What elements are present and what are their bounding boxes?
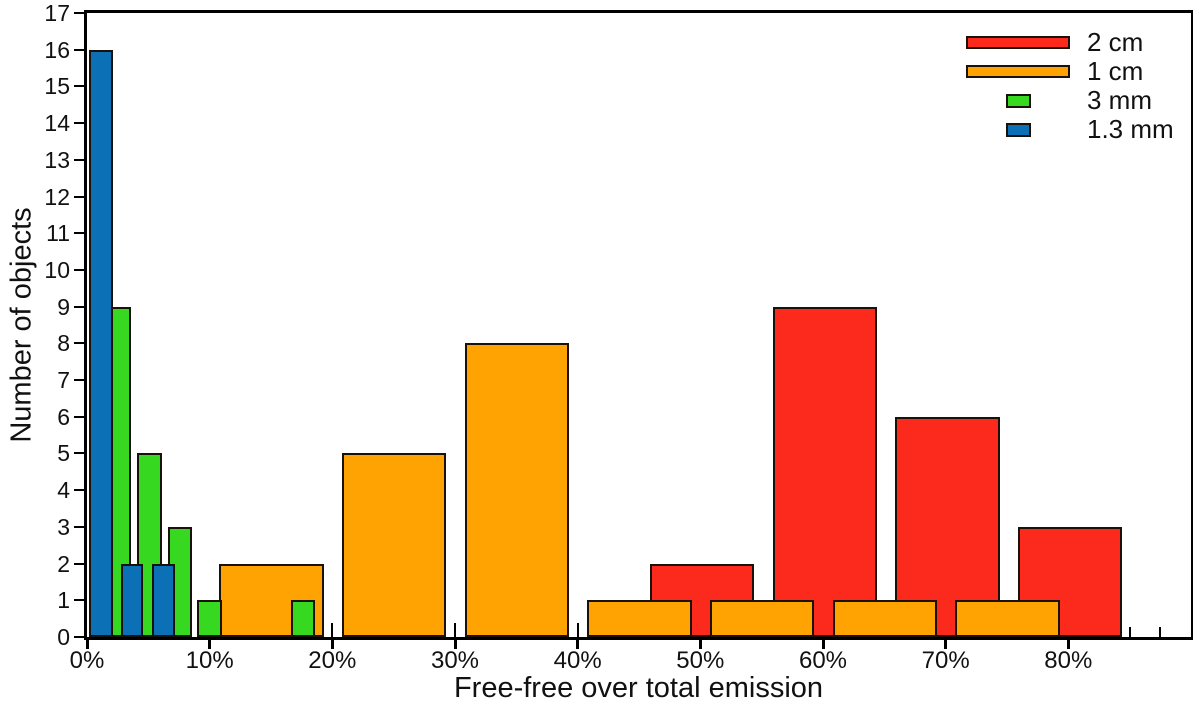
histogram-bar: [710, 600, 815, 637]
y-tick-label: 13: [44, 146, 70, 173]
y-tick-label: 7: [57, 367, 70, 394]
y-tick-label: 6: [57, 403, 70, 430]
x-tick-label: 50%: [676, 647, 725, 674]
y-tick: [74, 268, 84, 271]
y-tick-label: 11: [46, 220, 70, 247]
x-major-tick: [821, 640, 825, 649]
legend-swatch: [966, 36, 1070, 49]
x-major-tick-inner: [331, 623, 334, 637]
y-tick: [74, 599, 84, 602]
x-major-tick: [1066, 640, 1070, 649]
legend-swatch-column: [966, 36, 1070, 49]
y-tick-label: 5: [57, 440, 70, 467]
legend-swatch-column: [966, 93, 1070, 108]
x-minor-tick-inner: [1159, 627, 1162, 637]
x-tick-label: 40%: [553, 647, 602, 674]
histogram-bar: [89, 49, 113, 637]
legend-item: 1.3 mm: [966, 115, 1174, 144]
x-major-tick: [85, 640, 89, 649]
legend-item: 1 cm: [966, 57, 1174, 86]
legend-label: 1 cm: [1087, 56, 1144, 86]
legend-item: 3 mm: [966, 86, 1174, 115]
y-tick: [74, 48, 84, 51]
x-major-tick: [944, 640, 948, 649]
y-tick-label: 14: [44, 110, 70, 137]
y-tick: [74, 489, 84, 492]
y-tick: [74, 636, 84, 638]
x-major-tick: [453, 640, 457, 649]
x-tick-label: 0%: [69, 647, 105, 674]
y-tick: [74, 232, 84, 235]
y-tick: [74, 379, 84, 382]
x-major-tick-inner: [454, 623, 456, 637]
y-tick: [74, 342, 84, 345]
histogram-bar: [152, 563, 176, 637]
x-major-tick: [698, 640, 702, 649]
histogram-bar: [772, 306, 877, 637]
y-tick-label: 2: [57, 550, 70, 577]
histogram-bar: [121, 563, 144, 637]
y-tick-label: 12: [44, 183, 70, 210]
histogram-bar: [464, 343, 570, 637]
x-major-tick: [576, 640, 580, 649]
legend-swatch-column: [966, 122, 1070, 137]
y-tick: [74, 85, 84, 88]
legend: 2 cm 1 cm 3 mm 1.3 mm: [966, 28, 1174, 144]
x-tick-label: 60%: [798, 647, 848, 674]
y-tick-label: 17: [44, 0, 70, 26]
legend-label: 1.3 mm: [1087, 114, 1174, 144]
y-tick: [74, 305, 84, 308]
legend-swatch: [966, 65, 1070, 78]
histogram-bar: [832, 600, 938, 637]
x-tick-label: 10%: [185, 647, 234, 674]
y-tick-label: 8: [57, 330, 70, 357]
legend-label: 3 mm: [1087, 85, 1152, 115]
y-tick-label: 3: [57, 513, 70, 540]
y-tick: [74, 122, 84, 125]
legend-swatch: [1005, 93, 1031, 108]
x-tick-label: 30%: [430, 647, 480, 674]
y-tick: [74, 525, 84, 528]
x-axis-title: Free-free over total emission: [453, 672, 824, 704]
y-tick-label: 10: [44, 256, 70, 283]
plot-area: [84, 10, 1193, 640]
x-tick-label: 80%: [1044, 647, 1093, 674]
histogram-bar: [197, 600, 222, 637]
y-tick: [74, 12, 84, 14]
y-tick: [74, 195, 84, 198]
x-tick-label: 70%: [921, 647, 970, 674]
histogram-bar: [955, 600, 1060, 637]
y-tick: [74, 158, 84, 161]
x-major-tick: [208, 640, 212, 649]
y-tick: [74, 562, 84, 565]
y-tick-label: 16: [44, 36, 70, 63]
legend-label: 2 cm: [1087, 27, 1144, 57]
y-tick-label: 15: [44, 73, 70, 100]
y-tick-label: 0: [57, 624, 70, 650]
legend-item: 2 cm: [966, 28, 1174, 57]
histogram-bar: [895, 416, 1000, 637]
histogram-bar: [587, 600, 692, 637]
legend-swatch-column: [966, 65, 1070, 78]
y-tick: [74, 415, 84, 418]
histogram-bar: [342, 453, 447, 637]
x-tick-label: 20%: [308, 647, 357, 674]
legend-swatch: [1005, 122, 1031, 137]
x-major-tick-inner: [576, 623, 579, 637]
y-tick-label: 4: [57, 477, 70, 504]
histogram-bar: [290, 600, 316, 637]
y-tick-label: 9: [57, 293, 70, 320]
y-tick: [74, 452, 84, 455]
y-tick-label: 1: [57, 587, 70, 614]
x-major-tick: [330, 640, 334, 649]
x-minor-tick-inner: [1128, 627, 1131, 637]
